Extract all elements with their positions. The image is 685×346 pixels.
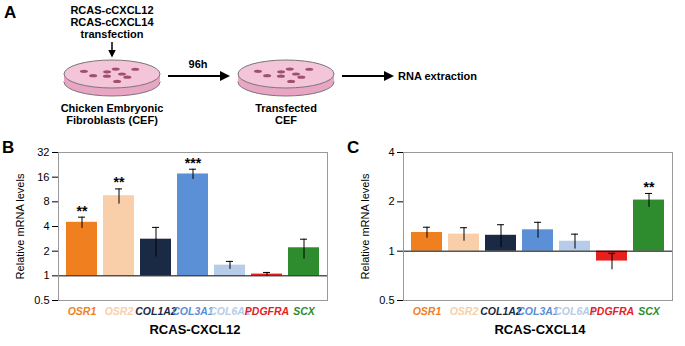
- svg-text:Transfected: Transfected: [255, 102, 317, 114]
- svg-text:COL6A1: COL6A1: [209, 304, 251, 317]
- svg-text:2: 2: [43, 245, 49, 257]
- svg-text:**: **: [114, 174, 125, 190]
- svg-text:RCAS-cCXCL14: RCAS-cCXCL14: [70, 16, 154, 28]
- svg-text:COL1A2: COL1A2: [480, 305, 522, 317]
- svg-text:OSR2: OSR2: [105, 305, 134, 317]
- svg-text:transfection: transfection: [81, 28, 144, 40]
- svg-text:32: 32: [37, 146, 49, 158]
- svg-text:0.5: 0.5: [379, 294, 394, 306]
- svg-text:8: 8: [43, 195, 49, 207]
- svg-text:RNA extraction: RNA extraction: [398, 70, 477, 82]
- html-text:RCAS-CXCL14: RCAS-CXCL14: [494, 322, 586, 337]
- svg-text:COL3A1: COL3A1: [172, 305, 214, 317]
- svg-text:**: **: [77, 203, 88, 219]
- svg-text:SCX: SCX: [293, 305, 316, 317]
- svg-text:1: 1: [388, 245, 394, 257]
- svg-text:1: 1: [43, 269, 49, 281]
- svg-text:Relative mRNA levels: Relative mRNA levels: [14, 173, 26, 279]
- svg-text:OSR1: OSR1: [413, 305, 442, 317]
- svg-text:***: ***: [185, 155, 202, 171]
- svg-text:Chicken Embryonic: Chicken Embryonic: [61, 102, 164, 114]
- svg-text:A: A: [4, 3, 16, 22]
- svg-text:CEF: CEF: [275, 114, 297, 126]
- svg-text:PDGFRA: PDGFRA: [245, 305, 289, 317]
- html-text:RCAS-CXCL12: RCAS-CXCL12: [149, 322, 241, 337]
- svg-text:Relative mRNA levels: Relative mRNA levels: [359, 173, 371, 279]
- svg-text:4: 4: [43, 220, 49, 232]
- svg-text:COL6A1: COL6A1: [554, 304, 596, 317]
- svg-text:COL3A1: COL3A1: [517, 305, 559, 317]
- svg-text:PDGFRA: PDGFRA: [590, 305, 634, 317]
- svg-text:96h: 96h: [189, 58, 208, 70]
- svg-text:SCX: SCX: [638, 305, 661, 317]
- svg-text:Fibroblasts (CEF): Fibroblasts (CEF): [66, 114, 158, 126]
- svg-text:0.5: 0.5: [34, 294, 49, 306]
- svg-text:OSR1: OSR1: [68, 305, 97, 317]
- svg-text:16: 16: [37, 171, 49, 183]
- svg-text:4: 4: [388, 146, 394, 158]
- svg-text:RCAS-cCXCL12: RCAS-cCXCL12: [70, 4, 153, 16]
- svg-text:COL1A2: COL1A2: [135, 305, 177, 317]
- svg-text:2: 2: [388, 195, 394, 207]
- svg-text:**: **: [644, 179, 655, 195]
- html-text:C: C: [347, 138, 360, 157]
- svg-text:OSR2: OSR2: [450, 305, 479, 317]
- html-text:B: B: [2, 138, 15, 157]
